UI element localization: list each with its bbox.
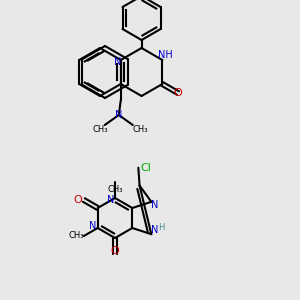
Text: O: O [111, 246, 119, 256]
Text: O: O [174, 88, 182, 98]
Text: N: N [115, 110, 122, 120]
Text: H: H [158, 223, 164, 232]
Text: N: N [151, 225, 158, 235]
Text: N: N [107, 195, 115, 205]
Text: N: N [114, 57, 122, 67]
Text: CH₃: CH₃ [68, 232, 84, 241]
Text: CH₃: CH₃ [107, 185, 123, 194]
Text: N: N [140, 0, 147, 1]
Text: NH: NH [158, 50, 173, 60]
Text: N: N [89, 221, 96, 231]
Text: CH₃: CH₃ [132, 125, 148, 134]
Text: N: N [151, 200, 158, 210]
Text: O: O [74, 195, 82, 205]
Text: CH₃: CH₃ [92, 125, 107, 134]
Text: Cl: Cl [140, 163, 151, 173]
